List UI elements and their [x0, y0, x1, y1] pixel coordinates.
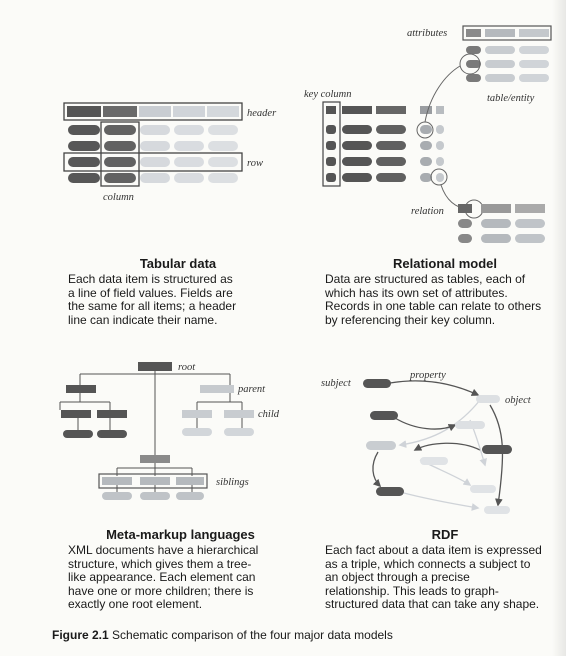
- meta-title: Meta-markup languages: [106, 527, 255, 542]
- rdf-diagram: subject property object: [321, 370, 532, 514]
- property-label: property: [409, 370, 446, 381]
- header-cell: [67, 106, 101, 117]
- attributes-label: attributes: [407, 28, 447, 39]
- data-rows: [68, 125, 238, 183]
- row-frame: [63, 152, 243, 172]
- siblings-parent-node: [140, 455, 170, 463]
- parent-node: [66, 385, 96, 393]
- link-circle-bottom: [430, 168, 448, 186]
- attributes-frame: [462, 25, 552, 41]
- data-models-diagram: header row column attributes key: [59, 25, 552, 514]
- attributes-link-circle: [459, 53, 481, 75]
- relational-line: by referencing their key column.: [325, 312, 496, 327]
- rdf-line: as a triple, which connects a subject to: [325, 556, 531, 571]
- relation-curve-top: [424, 65, 461, 123]
- subject-node: [363, 379, 391, 388]
- figure-caption: Figure 2.1 Schematic comparison of the f…: [52, 628, 393, 642]
- rdf-line: relationship. This leads to graph-: [325, 583, 499, 598]
- header-cell: [173, 106, 205, 117]
- object-node: [476, 395, 500, 403]
- rdf-line: structured data that can take any shape.: [325, 597, 540, 612]
- relational-line: Data are structured as tables, each of: [325, 272, 526, 286]
- root-label: root: [178, 362, 196, 373]
- header-label: header: [247, 108, 277, 119]
- meta-line: like appearance. Each element can: [68, 570, 256, 585]
- relational-title: Relational model: [392, 256, 498, 271]
- main-table-rows: [326, 125, 444, 182]
- header-frame: [63, 102, 243, 121]
- root-node: [138, 362, 172, 371]
- key-column-frame: [322, 101, 341, 187]
- subject-label: subject: [321, 378, 352, 389]
- header-cell: [139, 106, 171, 117]
- rdf-title: RDF: [431, 527, 459, 542]
- tabular-line: a line of field values. Fields are: [68, 285, 233, 300]
- siblings-label: siblings: [216, 477, 249, 488]
- relation-label: relation: [411, 206, 444, 217]
- relational-line: Records in one table can relate to other…: [325, 299, 542, 314]
- tabular-diagram: header row column: [63, 102, 277, 203]
- parent-label: parent: [237, 384, 266, 395]
- header-cell: [207, 106, 239, 117]
- meta-line: exactly one root element.: [68, 597, 203, 612]
- tabular-line: Each data item is structured as: [68, 272, 233, 286]
- rdf-caption: RDF Each fact about a data item is expre…: [325, 527, 565, 612]
- siblings-frame: [98, 473, 208, 489]
- meta-line: have one or more children; there is: [68, 583, 254, 598]
- page-edge-shadow: [552, 0, 566, 656]
- tree-diagram: root parent child siblings: [59, 362, 280, 500]
- relational-diagram: attributes key column table/entity relat…: [304, 25, 552, 243]
- rdf-line: Each fact about a data item is expressed: [325, 543, 542, 557]
- row-label: row: [247, 158, 263, 169]
- meta-line: structure, which gives them a tree-: [68, 556, 252, 571]
- tabular-line: the same for all items; a header: [68, 299, 237, 314]
- meta-caption: Meta-markup languages XML documents have…: [68, 527, 293, 612]
- tabular-line: line can indicate their name.: [68, 312, 218, 327]
- meta-line: XML documents have a hierarchical: [68, 543, 259, 557]
- table-entity-label: table/entity: [487, 93, 535, 104]
- relational-caption: Relational model Data are structured as …: [325, 256, 565, 327]
- tabular-caption: Tabular data Each data item is structure…: [68, 256, 288, 327]
- figure-number: Figure 2.1: [52, 628, 109, 642]
- figure-text: Schematic comparison of the four major d…: [112, 628, 393, 642]
- parent-node-light: [200, 385, 234, 393]
- column-label: column: [103, 192, 134, 203]
- header-cell: [103, 106, 137, 117]
- column-frame: [100, 121, 140, 187]
- key-column-label: key column: [304, 89, 352, 100]
- relational-line: which has its own set of attributes.: [325, 285, 508, 300]
- tabular-title: Tabular data: [139, 256, 217, 271]
- object-label: object: [505, 395, 532, 406]
- rdf-line: an object through a precise: [325, 570, 470, 585]
- child-label: child: [258, 409, 280, 420]
